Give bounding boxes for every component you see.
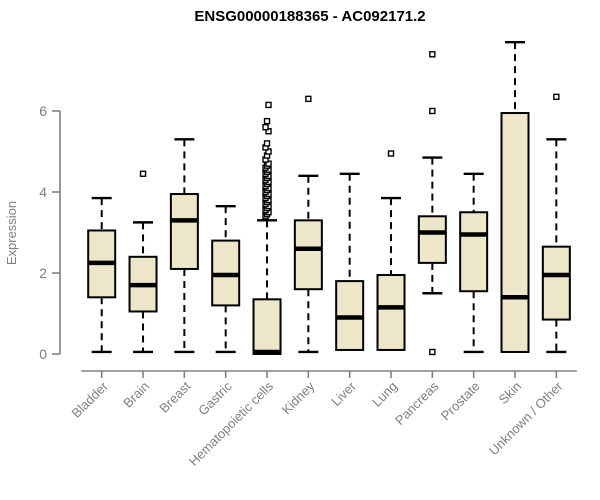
- outlier-point: [263, 117, 271, 125]
- x-category-label: Liver: [328, 378, 359, 409]
- x-category-label: Skin: [496, 379, 524, 407]
- y-tick-label: 4: [39, 184, 47, 200]
- box-lung: [376, 274, 406, 351]
- outlier-point: [553, 93, 560, 101]
- x-category-label: Unknown / Other: [486, 378, 566, 458]
- y-tick-label: 2: [39, 265, 47, 281]
- x-category-label: Gastric: [195, 378, 235, 418]
- x-category-label: Lung: [369, 379, 400, 410]
- outlier-point: [265, 101, 272, 109]
- outlier-point: [429, 51, 436, 58]
- chart-title: ENSG00000188365 - AC092171.2: [194, 8, 426, 25]
- box-hematopoietic-cells: [252, 298, 282, 356]
- box-kidney: [293, 219, 323, 291]
- x-category-label: Bladder: [69, 378, 112, 421]
- outlier-point: [387, 150, 395, 157]
- box-prostate: [459, 211, 489, 293]
- x-category-label: Prostate: [438, 379, 483, 424]
- outlier-point: [263, 140, 271, 147]
- y-axis-title: Expression: [4, 201, 19, 265]
- outlier-point: [139, 170, 147, 177]
- outlier-point: [429, 348, 436, 356]
- x-category-label: Breast: [156, 378, 193, 415]
- y-tick-label: 0: [39, 346, 47, 362]
- x-category-label: Kidney: [279, 378, 318, 417]
- box-unknown-other: [541, 245, 571, 321]
- box-skin: [500, 112, 530, 353]
- box-pancreas: [417, 215, 447, 264]
- outlier-point: [262, 123, 269, 131]
- box-breast: [169, 193, 199, 270]
- x-category-label: Brain: [120, 379, 152, 411]
- y-tick-label: 6: [39, 103, 47, 119]
- outlier-point: [305, 95, 312, 103]
- outlier-point: [429, 107, 436, 115]
- x-category-label: Pancreas: [392, 378, 442, 428]
